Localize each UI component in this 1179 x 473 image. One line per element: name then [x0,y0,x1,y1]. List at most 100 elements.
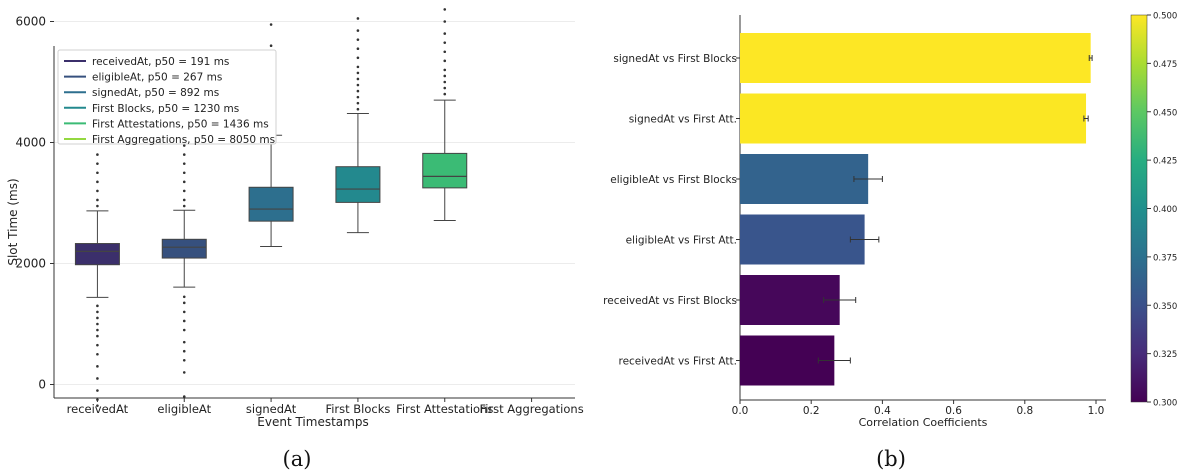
iqr-box [248,186,294,222]
outlier-point [356,29,360,32]
legend-label: First Aggregations, p50 = 8050 ms [92,134,275,146]
outlier-point [182,328,186,332]
outlier-point [96,316,99,320]
legend-label: signedAt, p50 = 892 ms [92,87,219,99]
iqr-box [422,152,468,189]
outlier-point [182,349,186,353]
legend-label: receivedAt, p50 = 191 ms [92,56,229,68]
outlier-point [443,41,447,44]
colorbar-ticks: 0.300 0.325 0.350 0.375 0.400 0.425 0.450 0.475… [1147,12,1177,409]
x-tick-label: 0.6 [945,405,962,417]
y-ticks: 02000400060008000 [15,15,54,392]
boxplot-panel: 02000400060008000 receivedAt eligibleAt si… [6,8,584,471]
bar-eligibleat-vs-first-att- [740,214,880,265]
bar [740,93,1087,144]
outlier-point [269,44,273,47]
bar-receivedat-vs-first-att- [740,335,851,386]
outlier-point [269,23,273,26]
outlier-point [182,310,186,314]
outlier-point [96,198,99,202]
outlier-point [182,319,186,323]
colorbar-tick-label: 0.300 [1153,399,1177,409]
outlier-point [182,395,186,398]
outlier-point [182,204,186,208]
boxes [74,8,468,407]
outlier-point [443,80,447,84]
outlier-point [182,295,186,299]
y-tick-label: 2000 [15,257,46,271]
iqr-box [335,166,381,203]
category-label: signedAt vs First Att. [629,114,737,126]
outlier-point [443,86,447,90]
x-tick-label: First Aggregations [479,402,583,416]
outlier-point [443,32,447,35]
outlier-point [96,322,99,326]
outlier-point [96,352,99,356]
outlier-point [356,71,360,75]
bar-receivedat-vs-first-blocks [740,275,857,325]
colorbar-tick-label: 0.500 [1153,12,1177,22]
x-axis-label: Correlation Coefficients [859,416,988,429]
colorbar-tick-label: 0.350 [1153,302,1177,312]
outlier-point [443,74,447,78]
outlier-point [356,95,360,99]
category-label: eligibleAt vs First Att. [626,235,737,247]
outlier-point [443,59,447,63]
outlier-point [96,328,99,332]
x-tick-label: 0.4 [874,405,891,417]
outlier-point [443,92,447,96]
legend-label: First Attestations, p50 = 1436 ms [92,118,269,130]
iqr-box [74,243,120,266]
outlier-point [356,38,360,41]
outlier-point [182,301,186,305]
outlier-point [443,8,447,11]
x-tick-label: receivedAt [67,402,129,416]
panel-b-caption: (b) [876,447,906,471]
legend: receivedAt, p50 = 191 ms eligibleAt, p50 … [57,49,277,146]
outlier-point [96,310,99,314]
colorbar-tick-label: 0.475 [1153,60,1177,70]
outlier-point [96,189,99,193]
x-tick-label: eligibleAt [157,402,211,416]
legend-label: eligibleAt, p50 = 267 ms [92,72,222,84]
outlier-point [96,304,99,308]
x-tick-label: First Blocks [325,402,390,416]
x-tick-label: 1.0 [1088,405,1105,417]
bar [740,275,840,325]
box-first-blocks [335,17,381,234]
outlier-point [96,377,99,380]
colorbar-tick-label: 0.325 [1153,350,1177,360]
outlier-point [182,340,186,344]
x-axis-label: Event Timestamps [257,415,368,429]
outlier-point [356,89,360,93]
outlier-point [443,50,447,54]
colorbar-tick-label: 0.425 [1153,157,1177,167]
colorbar-tick-label: 0.375 [1153,253,1177,263]
outlier-point [182,180,186,184]
outlier-point [182,162,186,165]
outlier-point [96,389,99,392]
bars [740,33,1093,386]
outlier-point [182,153,186,156]
bar [740,154,869,204]
outlier-point [96,343,99,347]
colorbar-tick-label: 0.450 [1153,108,1177,118]
bar-eligibleat-vs-first-blocks [740,154,883,204]
outlier-point [182,171,186,175]
x-tick-label: 0.0 [732,405,749,417]
outlier-point [96,171,99,175]
x-ticks: receivedAt eligibleAt signedAt First Blocks… [67,398,584,416]
bar [740,33,1091,83]
x-tick-label: First Attestations [396,402,493,416]
outlier-point [356,83,360,87]
iqr-box [161,238,207,259]
outlier-point [356,17,360,20]
outlier-point [356,65,360,69]
outlier-point [96,404,99,407]
outlier-point [356,56,360,60]
outlier-point [182,371,186,374]
outlier-point [96,365,99,368]
outlier-point [96,162,99,165]
x-ticks: 0.0 0.2 0.4 0.6 0.8 1.0 [732,400,1105,417]
category-label: receivedAt vs First Att. [618,356,737,368]
